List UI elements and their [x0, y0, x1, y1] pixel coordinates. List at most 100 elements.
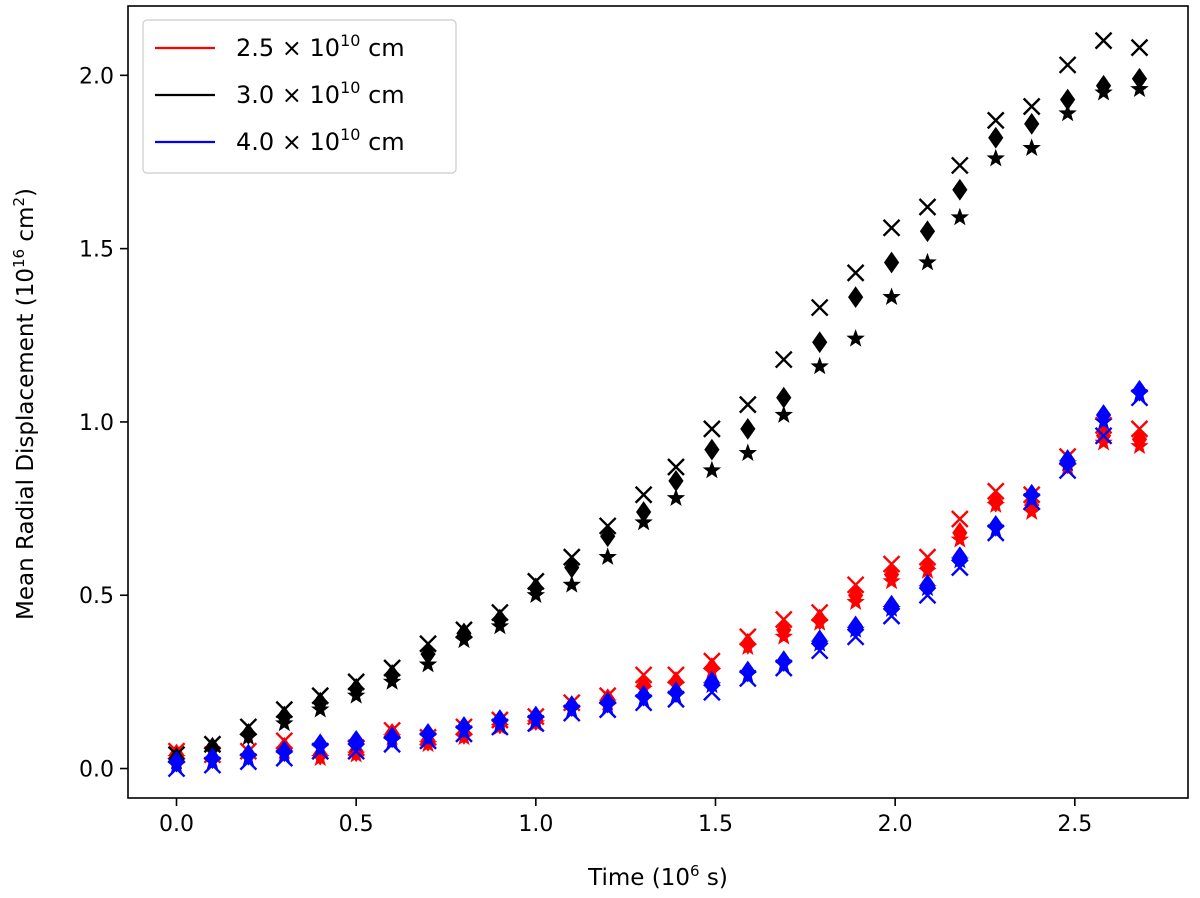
- diamond-marker: [776, 386, 792, 409]
- x-marker: [774, 659, 793, 677]
- y-tick-label: 0.0: [79, 758, 114, 783]
- diamond-marker: [1060, 88, 1076, 111]
- x-tick-label: 0.0: [159, 812, 194, 837]
- x-marker: [347, 673, 366, 691]
- x-marker: [738, 395, 757, 414]
- x-marker: [774, 350, 793, 369]
- diamond-marker: [1131, 428, 1148, 451]
- x-marker: [950, 156, 969, 175]
- diamond-marker: [1095, 404, 1112, 426]
- x-marker: [455, 621, 473, 639]
- diamond-marker: [883, 563, 900, 586]
- y-tick-label: 2.0: [79, 64, 114, 89]
- x-marker: [526, 572, 545, 591]
- diamond-marker: [952, 521, 968, 544]
- diamond-marker: [812, 331, 828, 354]
- x-marker: [950, 558, 969, 577]
- legend: 2.5 × 1010 cm 3.0 × 1010 cm 4.0 × 1010 cm: [142, 19, 457, 174]
- diamond-marker: [740, 417, 756, 440]
- x-marker: [239, 718, 258, 736]
- x-marker: [203, 735, 222, 754]
- x-marker: [774, 610, 793, 629]
- x-marker: [491, 718, 509, 736]
- x-marker: [882, 555, 901, 573]
- x-marker: [311, 686, 330, 705]
- x-marker: [1130, 420, 1149, 438]
- x-marker: [667, 666, 685, 684]
- x-marker: [846, 627, 865, 646]
- x-marker: [667, 690, 685, 709]
- x-marker: [1094, 426, 1113, 445]
- x-marker: [1094, 31, 1113, 50]
- star-marker: [950, 207, 970, 226]
- x-marker: [986, 523, 1005, 542]
- star-marker: [1058, 103, 1077, 122]
- x-marker: [846, 575, 865, 594]
- x-marker: [667, 458, 685, 476]
- star-marker: [666, 488, 686, 507]
- x-marker: [598, 517, 617, 535]
- diamond-marker: [1024, 112, 1040, 135]
- x-marker: [598, 700, 617, 719]
- x-tick-label: 1.0: [518, 812, 553, 837]
- y-tick-label: 0.5: [79, 584, 114, 609]
- x-marker: [810, 641, 829, 660]
- x-marker: [882, 218, 901, 237]
- x-axis-ticks: 0.0 0.5 1.0 1.5 2.0 2.5: [159, 798, 1092, 837]
- x-marker: [918, 548, 937, 566]
- x-marker: [347, 742, 366, 761]
- y-tick-label: 1.0: [79, 411, 114, 436]
- x-marker: [239, 752, 258, 771]
- x-marker: [1022, 492, 1041, 511]
- star-marker: [986, 148, 1005, 167]
- x-marker: [383, 659, 401, 677]
- x-marker: [810, 298, 829, 317]
- diamond-marker: [883, 251, 900, 274]
- x-marker: [738, 627, 757, 646]
- diamond-marker: [668, 469, 684, 492]
- diamond-marker: [564, 556, 580, 579]
- x-marker: [491, 603, 509, 622]
- star-marker: [562, 575, 581, 593]
- diamond-marker: [919, 220, 936, 243]
- legend-label: 2.5 × 1010 cm: [236, 31, 405, 62]
- x-marker: [203, 756, 222, 774]
- diamond-marker: [456, 622, 472, 645]
- diamond-marker: [952, 178, 968, 201]
- star-marker: [846, 329, 865, 347]
- diamond-marker: [988, 126, 1004, 149]
- x-marker: [455, 725, 473, 743]
- diamond-marker: [776, 619, 792, 641]
- x-marker: [918, 586, 937, 605]
- x-marker: [810, 603, 829, 622]
- legend-box: [142, 19, 457, 174]
- x-marker: [1130, 388, 1149, 407]
- x-marker: [1130, 38, 1149, 57]
- star-marker: [918, 252, 937, 271]
- x-marker: [419, 634, 437, 653]
- x-marker: [986, 111, 1005, 130]
- x-marker: [918, 198, 937, 216]
- star-marker: [702, 460, 722, 479]
- y-axis-label: Mean Radial Displacement (1016 cm2): [10, 188, 39, 620]
- x-marker: [634, 693, 653, 712]
- x-marker: [986, 482, 1005, 501]
- x-marker: [526, 714, 545, 733]
- x-tick-label: 0.5: [339, 812, 374, 837]
- x-marker: [703, 652, 721, 670]
- star-marker: [738, 443, 758, 461]
- star-marker: [810, 356, 829, 375]
- star-marker: [774, 405, 793, 423]
- x-marker: [634, 485, 653, 504]
- diamond-marker: [1095, 74, 1112, 97]
- diamond-marker: [420, 643, 436, 666]
- legend-label: 3.0 × 1010 cm: [236, 78, 405, 109]
- plot-frame: [127, 5, 1189, 799]
- y-tick-label: 1.5: [79, 238, 114, 263]
- diamond-marker: [988, 490, 1004, 513]
- x-marker: [562, 704, 581, 722]
- x-marker: [846, 264, 865, 282]
- x-marker: [950, 510, 969, 528]
- x-marker: [383, 735, 401, 754]
- x-marker: [703, 683, 721, 702]
